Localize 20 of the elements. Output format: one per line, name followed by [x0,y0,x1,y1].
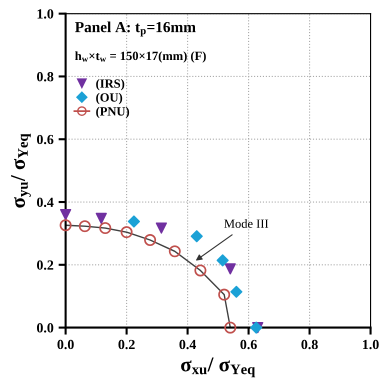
x-axis-title: σ$_{xu}$/ σ$_{Yeq}$ [181,358,256,378]
y-tick-label: 1.0 [38,9,54,19]
y-axis-title: σ$_{yu}$/ σ$_{Yeq}$ [11,134,31,208]
y-tick-label: 0.8 [36,72,54,82]
legend-label: (IRS) [96,78,124,90]
x-tick-label: 0.6 [240,340,257,350]
y-tick-label: 0.0 [36,323,54,333]
annotation: Mode III [224,219,268,228]
legend-label: (OU) [96,92,122,104]
x-tick-label: 0.0 [57,340,74,350]
y-tick-label: 0.4 [36,198,54,208]
x-tick-label: 0.2 [118,340,135,350]
y-tick-label: 0.6 [36,134,54,144]
x-tick-label: 0.4 [179,340,196,350]
x-tick-label: 1.0 [362,340,379,350]
text: h$_{w}$×t$_{w}$ = 150×17(mm) (F) [75,51,206,63]
legend-label: (PNU) [96,106,130,118]
y-tick-label: 0.2 [36,260,54,270]
text: Panel A: t$_{p}$=16mm [75,22,196,36]
x-tick-label: 0.8 [301,340,318,350]
